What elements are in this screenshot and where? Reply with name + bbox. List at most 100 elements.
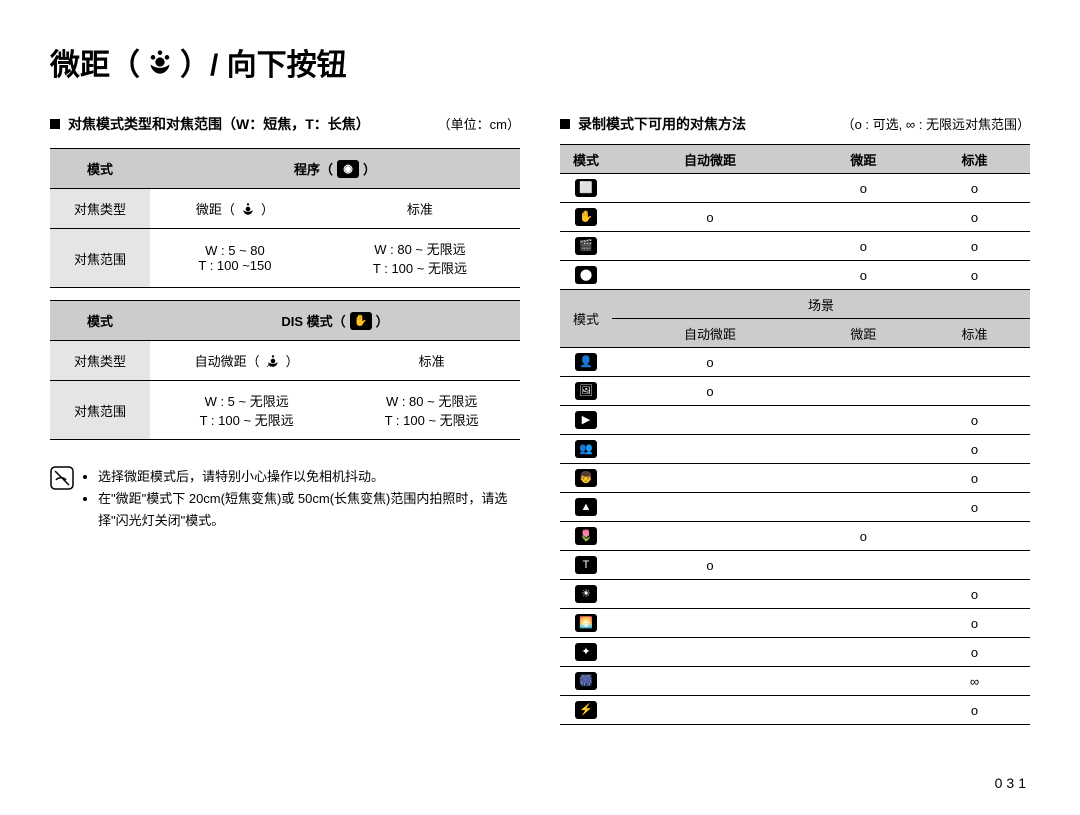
table-cell: [919, 377, 1030, 406]
scene-mode-icon: ⚡: [575, 701, 597, 719]
scene-mode-icon: ⬜: [575, 179, 597, 197]
mode-icon-cell: 🌷: [560, 522, 612, 551]
table-cell: [808, 580, 919, 609]
table-row: 🖼o: [560, 377, 1030, 406]
title-prefix: 微距（: [50, 40, 140, 84]
table-row: ▲o: [560, 493, 1030, 522]
table-cell: o: [919, 174, 1030, 203]
table-cell: [612, 406, 808, 435]
table-row: ▶o: [560, 406, 1030, 435]
table-cell: [808, 609, 919, 638]
std-t: T : 100 ~ 无限远: [326, 258, 514, 277]
mode-icon-cell: T: [560, 551, 612, 580]
dis-mode-icon: ✋: [350, 312, 372, 330]
scene-mode-icon: ☀: [575, 585, 597, 603]
table-row: ✋oo: [560, 203, 1030, 232]
table-cell: o: [919, 406, 1030, 435]
mode-icon-cell: 👤: [560, 348, 612, 377]
table-cell: o: [612, 203, 808, 232]
td-macro-close: ）: [261, 199, 274, 218]
table-cell: [919, 348, 1030, 377]
mode-icon-cell: 👦: [560, 464, 612, 493]
scene-mode-icon: 🖼: [575, 382, 597, 400]
mode-icon-cell: 🎆: [560, 667, 612, 696]
td-range-label2: 对焦范围: [50, 381, 150, 440]
table-cell: o: [919, 638, 1030, 667]
table-row: ⬤oo: [560, 261, 1030, 290]
td-macro: 微距（ ）: [150, 189, 320, 229]
td-std: 标准: [320, 189, 520, 229]
td-range-std2: W : 80 ~ 无限远 T : 100 ~ 无限远: [343, 381, 520, 440]
table-cell: [612, 493, 808, 522]
table-cell: [612, 667, 808, 696]
th-program: 程序（ ◉ ）: [150, 149, 520, 189]
right-column: 录制模式下可用的对焦方法 （o : 可选, ∞ : 无限远对焦范围） 模式 自动…: [560, 114, 1030, 725]
title-suffix: ）/ 向下按钮: [180, 40, 347, 84]
note-box: 选择微距模式后，请特别小心操作以免相机抖动。 在"微距"模式下 20cm(短焦变…: [50, 466, 520, 532]
td-range-label: 对焦范围: [50, 229, 150, 288]
flower-icon: [239, 202, 257, 216]
table-cell: [612, 609, 808, 638]
table-row: 🌷o: [560, 522, 1030, 551]
mode-icon-cell: 🌅: [560, 609, 612, 638]
table-row: 👥o: [560, 435, 1030, 464]
td-auto: 自动微距（ A ）: [150, 341, 343, 381]
scene-mode-icon: ▶: [575, 411, 597, 429]
right-heading: 录制模式下可用的对焦方法: [560, 114, 746, 134]
table-row: ⬜oo: [560, 174, 1030, 203]
table-row: 🌅o: [560, 609, 1030, 638]
th-std-r: 标准: [919, 145, 1030, 174]
table-cell: [808, 696, 919, 725]
td-range-macro: W : 5 ~ 80 T : 100 ~150: [150, 229, 320, 288]
mode-icon-cell: ▲: [560, 493, 612, 522]
table-cell: [612, 522, 808, 551]
table-cell: o: [919, 493, 1030, 522]
table-cell: o: [808, 232, 919, 261]
mode-icon-cell: ✋: [560, 203, 612, 232]
table-row: 👤o: [560, 348, 1030, 377]
table-cell: o: [919, 203, 1030, 232]
th-auto_macro: 自动微距: [612, 319, 808, 348]
th-dis-text: DIS 模式（: [281, 311, 345, 330]
th-mode: 模式: [50, 149, 150, 189]
table-cell: o: [919, 464, 1030, 493]
table-cell: [612, 580, 808, 609]
note-text: 选择微距模式后，请特别小心操作以免相机抖动。 在"微距"模式下 20cm(短焦变…: [82, 466, 520, 532]
mode-icon-cell: 👥: [560, 435, 612, 464]
table-cell: [808, 203, 919, 232]
macro-flower-icon: [146, 48, 174, 76]
table-cell: [612, 174, 808, 203]
td-type-label: 对焦类型: [50, 189, 150, 229]
mode-icon-cell: ⬤: [560, 261, 612, 290]
table-cell: o: [612, 348, 808, 377]
table-cell: o: [919, 261, 1030, 290]
table-cell: o: [919, 580, 1030, 609]
th-scene: 场景: [612, 290, 1030, 319]
macro-w: W : 5 ~ 80: [156, 243, 314, 258]
table-cell: [919, 522, 1030, 551]
td-range-auto: W : 5 ~ 无限远 T : 100 ~ 无限远: [150, 381, 343, 440]
auto-w: W : 5 ~ 无限远: [156, 391, 337, 410]
mode-icon-cell: ☀: [560, 580, 612, 609]
table-cell: [612, 638, 808, 667]
note-2: 在"微距"模式下 20cm(短焦变焦)或 50cm(长焦变焦)范围内拍照时，请选…: [98, 488, 520, 532]
scene-mode-icon: 👥: [575, 440, 597, 458]
unit-label: （单位：cm）: [438, 114, 520, 133]
table-cell: o: [612, 551, 808, 580]
auto-t: T : 100 ~ 无限远: [156, 410, 337, 429]
table-cell: o: [919, 609, 1030, 638]
mode-icon-cell: ✦: [560, 638, 612, 667]
table-cell: [808, 464, 919, 493]
table-cell: [919, 551, 1030, 580]
mode-icon-cell: ▶: [560, 406, 612, 435]
table-cell: [612, 232, 808, 261]
focus-table-program: 模式 程序（ ◉ ） 对焦类型 微距（: [50, 148, 520, 288]
table-cell: [808, 435, 919, 464]
table-cell: [808, 638, 919, 667]
scene-mode-icon: 🎆: [575, 672, 597, 690]
mode-icon-cell: 🖼: [560, 377, 612, 406]
scene-mode-icon: ▲: [575, 498, 597, 516]
th-macro: 微距: [808, 319, 919, 348]
table-cell: [612, 464, 808, 493]
th-mode-r: 模式: [560, 145, 612, 174]
